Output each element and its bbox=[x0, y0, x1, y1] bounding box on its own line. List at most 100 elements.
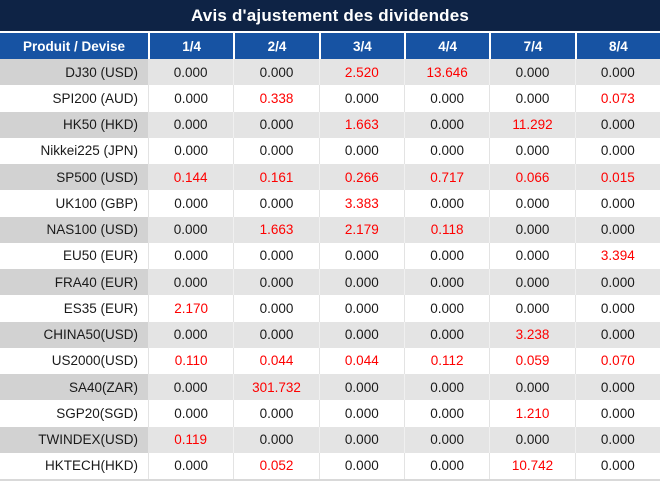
table-row: NAS100 (USD) 0.000 1.663 2.179 0.118 0.000 0.0… bbox=[0, 216, 660, 243]
product-cell: HK50 (HKD) bbox=[0, 111, 148, 138]
product-cell: ES35 (EUR) bbox=[0, 295, 148, 322]
table-row: HKTECH(HKD) 0.000 0.052 0.000 0.000 10.742 0.0… bbox=[0, 452, 660, 479]
value-cell: 0.066 bbox=[489, 164, 575, 191]
table-row: ES35 (EUR) 2.170 0.000 0.000 0.000 0.000 0.000 bbox=[0, 295, 660, 322]
value-cell: 0.000 bbox=[318, 269, 404, 296]
product-cell: FRA40 (EUR) bbox=[0, 269, 148, 296]
table-body: DJ30 (USD) 0.000 0.000 2.520 13.646 0.000 0.00… bbox=[0, 59, 660, 479]
value-cell: 0.000 bbox=[318, 295, 404, 322]
product-cell: EU50 (EUR) bbox=[0, 242, 148, 269]
value-cell: 1.663 bbox=[318, 111, 404, 138]
value-cell: 0.717 bbox=[404, 164, 490, 191]
value-cell: 0.044 bbox=[318, 347, 404, 374]
value-cell: 0.000 bbox=[404, 190, 490, 217]
value-cell: 0.015 bbox=[574, 164, 660, 191]
value-cell: 0.000 bbox=[489, 295, 575, 322]
value-cell: 3.394 bbox=[574, 242, 660, 269]
value-cell: 0.000 bbox=[233, 426, 319, 453]
value-cell: 0.118 bbox=[404, 216, 490, 243]
value-cell: 0.000 bbox=[318, 400, 404, 427]
value-cell: 0.000 bbox=[148, 85, 234, 112]
value-cell: 0.000 bbox=[574, 295, 660, 322]
value-cell: 0.000 bbox=[489, 269, 575, 296]
value-cell: 0.000 bbox=[148, 400, 234, 427]
value-cell: 0.000 bbox=[404, 242, 490, 269]
value-cell: 0.000 bbox=[318, 137, 404, 164]
value-cell: 0.000 bbox=[574, 374, 660, 401]
value-cell: 0.000 bbox=[318, 242, 404, 269]
header-date-cell: 2/4 bbox=[233, 33, 318, 59]
value-cell: 0.000 bbox=[404, 321, 490, 348]
product-cell: TWINDEX(USD) bbox=[0, 426, 148, 453]
value-cell: 0.000 bbox=[574, 190, 660, 217]
value-cell: 0.000 bbox=[489, 59, 575, 86]
product-cell: SA40(ZAR) bbox=[0, 374, 148, 401]
product-cell: CHINA50(USD) bbox=[0, 321, 148, 348]
value-cell: 0.000 bbox=[148, 111, 234, 138]
value-cell: 0.161 bbox=[233, 164, 319, 191]
value-cell: 0.000 bbox=[574, 452, 660, 479]
value-cell: 0.000 bbox=[404, 269, 490, 296]
value-cell: 0.119 bbox=[148, 426, 234, 453]
value-cell: 2.179 bbox=[318, 216, 404, 243]
value-cell: 0.073 bbox=[574, 85, 660, 112]
value-cell: 13.646 bbox=[404, 59, 490, 86]
value-cell: 0.000 bbox=[404, 400, 490, 427]
value-cell: 0.000 bbox=[404, 111, 490, 138]
value-cell: 0.000 bbox=[233, 242, 319, 269]
product-cell: US2000(USD) bbox=[0, 347, 148, 374]
value-cell: 0.000 bbox=[489, 216, 575, 243]
value-cell: 3.383 bbox=[318, 190, 404, 217]
value-cell: 0.059 bbox=[489, 347, 575, 374]
header-date-cell: 1/4 bbox=[148, 33, 233, 59]
value-cell: 0.000 bbox=[148, 452, 234, 479]
value-cell: 0.000 bbox=[404, 137, 490, 164]
value-cell: 0.000 bbox=[318, 452, 404, 479]
table-row: SP500 (USD) 0.144 0.161 0.266 0.717 0.066 0.01… bbox=[0, 164, 660, 191]
value-cell: 0.000 bbox=[233, 137, 319, 164]
value-cell: 0.000 bbox=[489, 137, 575, 164]
table-row: SGP20(SGD) 0.000 0.000 0.000 0.000 1.210 0.000 bbox=[0, 400, 660, 427]
value-cell: 0.000 bbox=[404, 374, 490, 401]
table-row: TWINDEX(USD) 0.119 0.000 0.000 0.000 0.000 0.0… bbox=[0, 426, 660, 453]
value-cell: 0.000 bbox=[574, 137, 660, 164]
value-cell: 0.000 bbox=[318, 374, 404, 401]
value-cell: 0.000 bbox=[574, 400, 660, 427]
value-cell: 0.000 bbox=[148, 321, 234, 348]
table-row: SA40(ZAR) 0.000 301.732 0.000 0.000 0.000 0.00… bbox=[0, 374, 660, 401]
value-cell: 0.000 bbox=[148, 374, 234, 401]
value-cell: 0.000 bbox=[148, 269, 234, 296]
value-cell: 10.742 bbox=[489, 452, 575, 479]
header-date-cell: 4/4 bbox=[404, 33, 489, 59]
table-row: SPI200 (AUD) 0.000 0.338 0.000 0.000 0.000 0.0… bbox=[0, 85, 660, 112]
header-product-devise: Produit / Devise bbox=[22, 38, 126, 54]
table-row: US2000(USD) 0.110 0.044 0.044 0.112 0.059 0.07… bbox=[0, 347, 660, 374]
product-cell: DJ30 (USD) bbox=[0, 59, 148, 86]
product-cell: HKTECH(HKD) bbox=[0, 452, 148, 479]
table-row: UK100 (GBP) 0.000 0.000 3.383 0.000 0.000 0.00… bbox=[0, 190, 660, 217]
value-cell: 1.663 bbox=[233, 216, 319, 243]
value-cell: 2.170 bbox=[148, 295, 234, 322]
value-cell: 0.000 bbox=[233, 400, 319, 427]
value-cell: 0.000 bbox=[574, 426, 660, 453]
header-date-cell: 8/4 bbox=[574, 33, 660, 59]
value-cell: 0.000 bbox=[489, 374, 575, 401]
table-row: HK50 (HKD) 0.000 0.000 1.663 0.000 11.292 0.00… bbox=[0, 111, 660, 138]
value-cell: 0.000 bbox=[148, 137, 234, 164]
header-row: Produit / Devise 1/4 2/4 3/4 4/4 7/4 8/4 bbox=[0, 33, 660, 59]
value-cell: 0.000 bbox=[574, 321, 660, 348]
value-cell: 0.070 bbox=[574, 347, 660, 374]
value-cell: 0.112 bbox=[404, 347, 490, 374]
value-cell: 0.266 bbox=[318, 164, 404, 191]
product-cell: NAS100 (USD) bbox=[0, 216, 148, 243]
value-cell: 0.110 bbox=[148, 347, 234, 374]
value-cell: 0.000 bbox=[574, 269, 660, 296]
bottom-strip bbox=[0, 479, 660, 481]
value-cell: 0.000 bbox=[148, 190, 234, 217]
value-cell: 0.000 bbox=[233, 111, 319, 138]
product-cell: SGP20(SGD) bbox=[0, 400, 148, 427]
value-cell: 0.000 bbox=[233, 269, 319, 296]
value-cell: 0.000 bbox=[233, 59, 319, 86]
value-cell: 11.292 bbox=[489, 111, 575, 138]
